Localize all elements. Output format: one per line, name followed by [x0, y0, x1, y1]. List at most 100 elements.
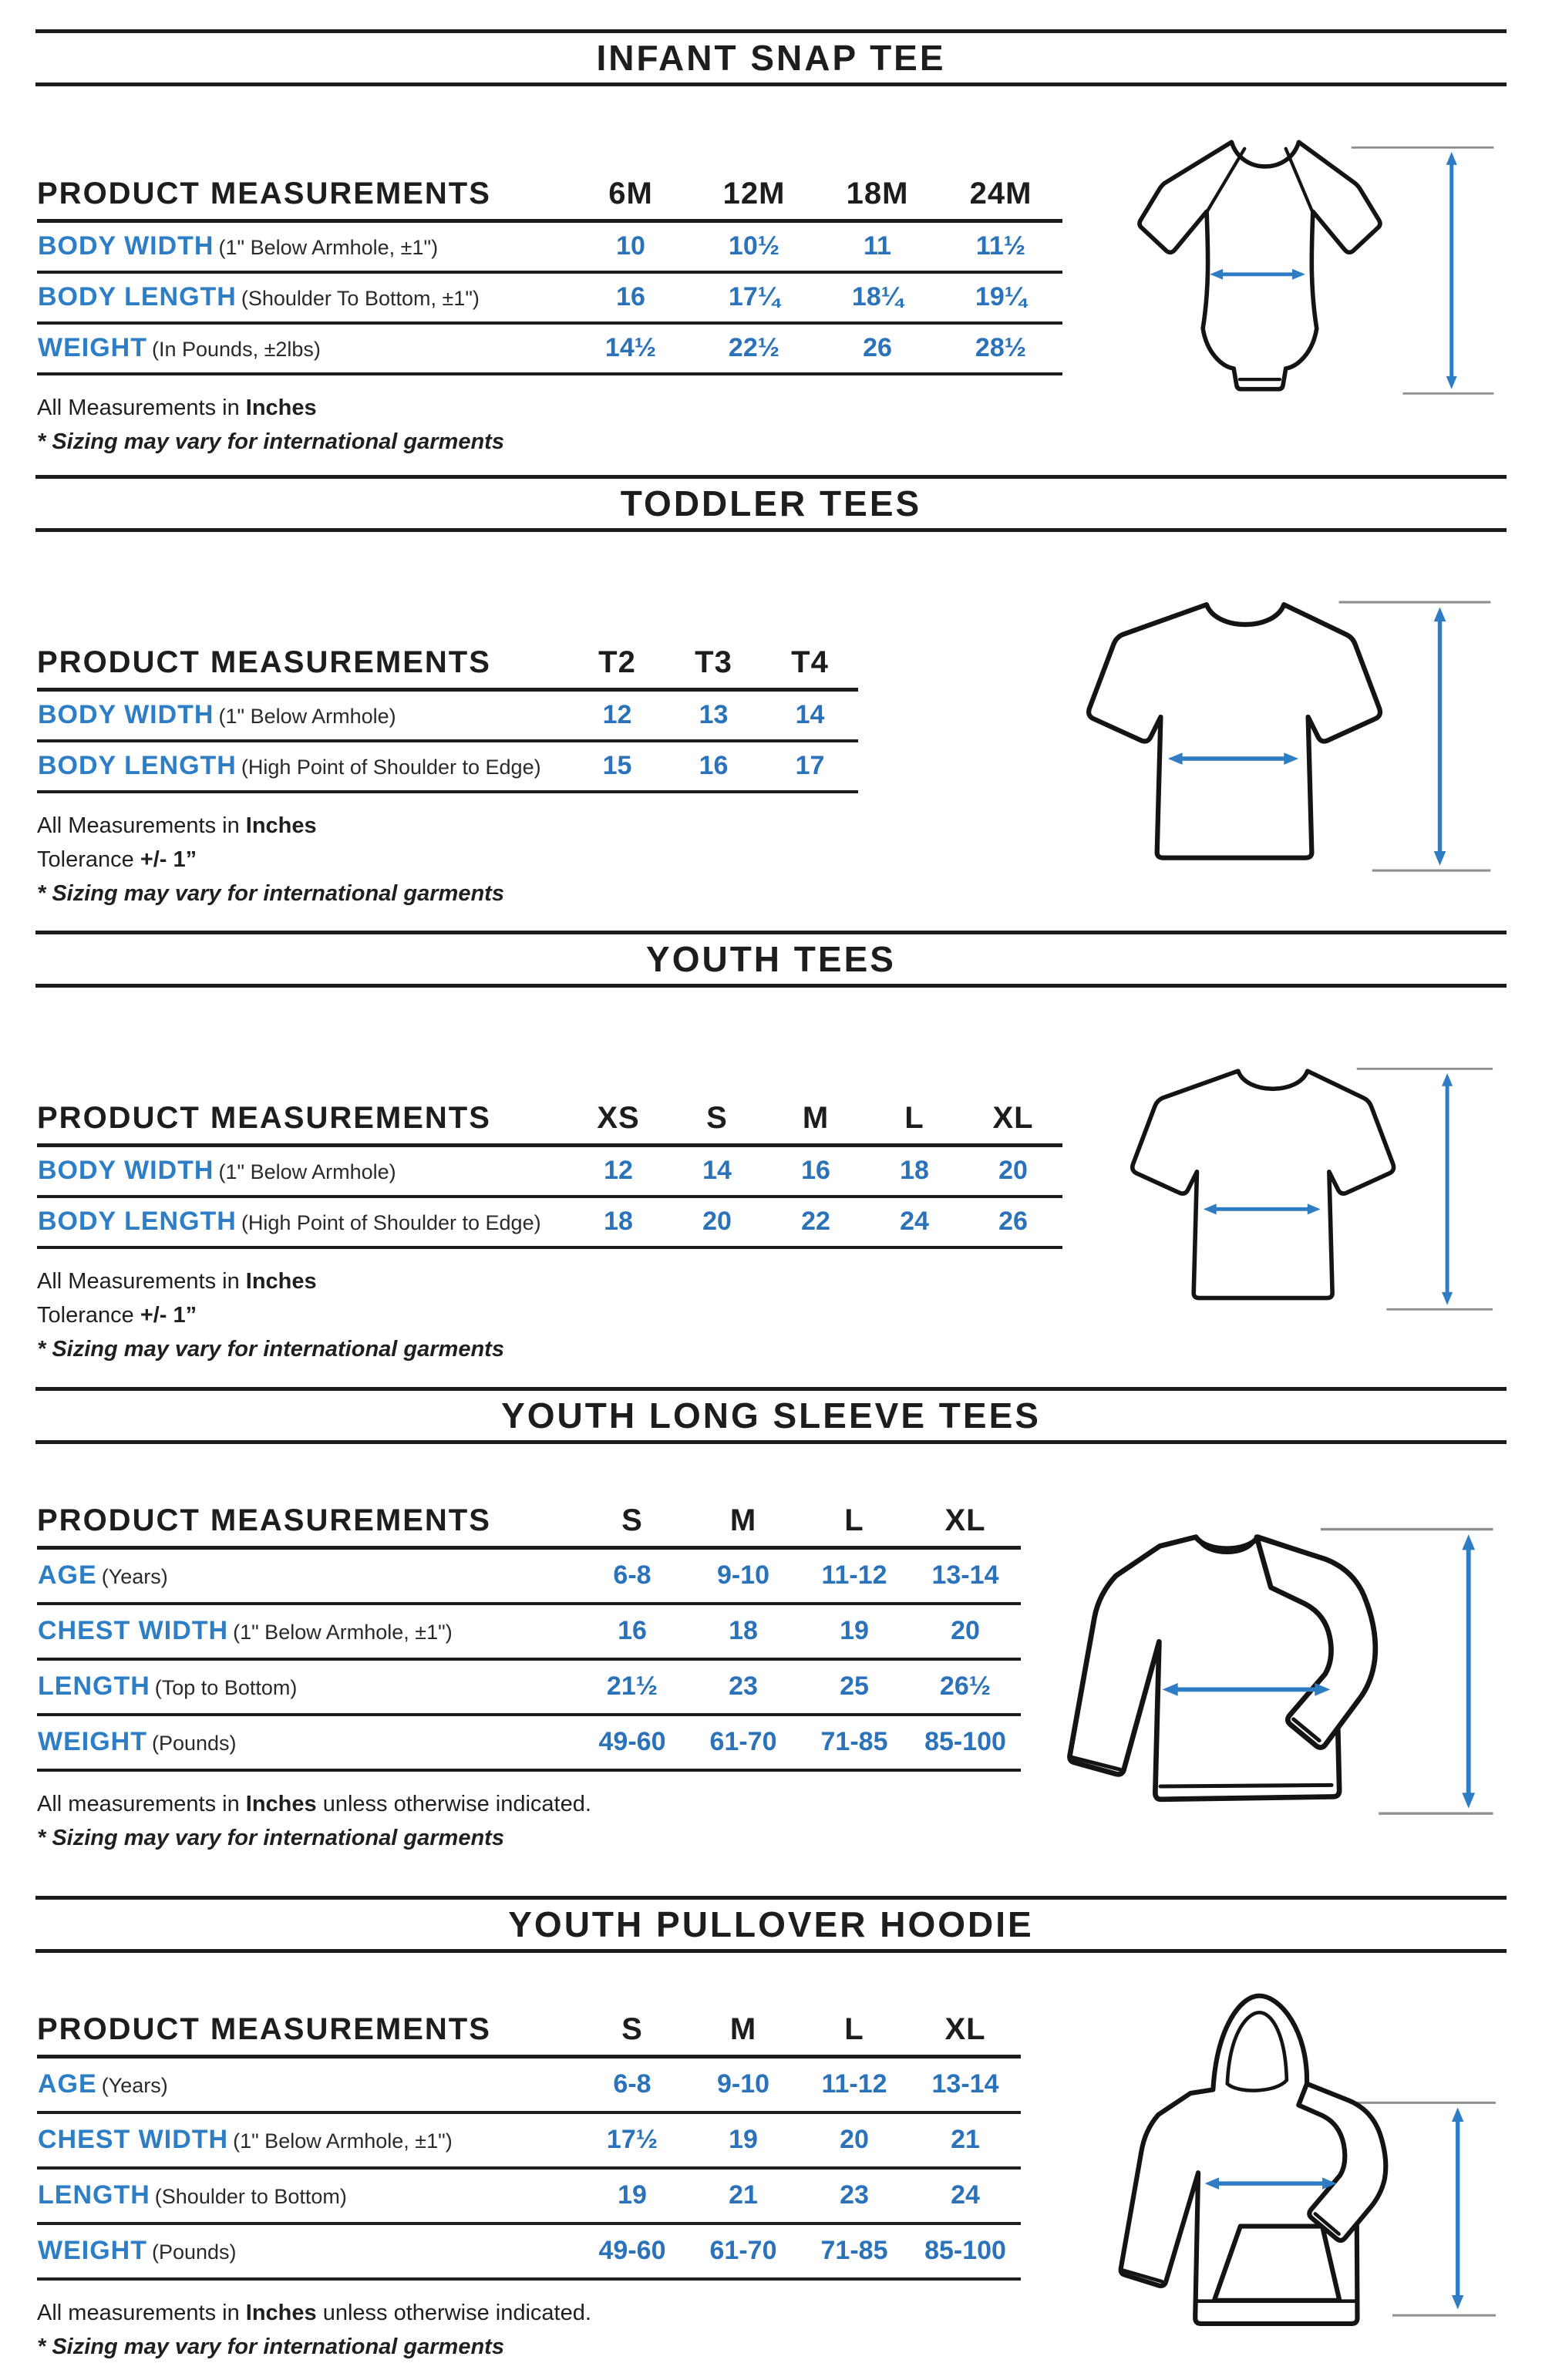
row-note: (1" Below Armhole, ±1") [233, 1621, 453, 1644]
column-header-12M: 12M [692, 171, 816, 223]
measurement-value: 24 [865, 1196, 964, 1249]
measurement-value: 71-85 [799, 2223, 910, 2281]
column-header-S: S [577, 2007, 688, 2059]
measurement-value: 12 [569, 689, 665, 742]
column-header-M: M [688, 1498, 799, 1550]
measurements-table: PRODUCT MEASUREMENTS T2 T3 T4 BODY WIDTH (1… [37, 640, 858, 793]
notes: All measurements in Inches unless otherw… [37, 1792, 1021, 1850]
measurement-value: 20 [799, 2112, 910, 2170]
measurement-value: 9-10 [688, 2056, 799, 2114]
title-rule-top [35, 1896, 1507, 1900]
measurement-value: 16 [577, 1603, 688, 1661]
measurement-value: 16 [569, 271, 692, 325]
title-rule-bottom [35, 984, 1507, 988]
measurement-row: CHEST WIDTH (1" Below Armhole, ±1") 17½ 19 2… [37, 2112, 1021, 2170]
row-note: (High Point of Shoulder to Edge) [241, 1211, 541, 1234]
row-label-cell: WEIGHT (Pounds) [37, 1714, 577, 1772]
note-line: * Sizing may vary for international garm… [37, 429, 1062, 454]
row-label: AGE [38, 2069, 97, 2099]
section-content: PRODUCT MEASUREMENTS T2 T3 T4 BODY WIDTH (1… [0, 532, 1542, 915]
notes: All measurements in Inches unless otherw… [37, 2301, 1021, 2359]
column-header-L: L [799, 1498, 910, 1550]
note-line: Tolerance +/- 1” [37, 847, 858, 872]
measurement-value: 17 [762, 740, 858, 793]
measurement-value: 11-12 [799, 1547, 910, 1605]
row-label: AGE [38, 1560, 97, 1591]
row-label: BODY WIDTH [38, 700, 214, 730]
note-text: Inches [245, 395, 317, 420]
row-label-cell: AGE (Years) [37, 1547, 577, 1605]
measurements-table: PRODUCT MEASUREMENTS XS S M L XL BODY WIDTH(… [37, 1096, 1062, 1249]
title-rule-top [35, 475, 1507, 479]
measurement-row: LENGTH (Top to Bottom) 21½ 23 25 26½ [37, 1658, 1021, 1716]
measurement-value: 85-100 [910, 1714, 1021, 1772]
measurement-value: 71-85 [799, 1714, 910, 1772]
row-label: BODY LENGTH [38, 282, 237, 311]
measurement-value: 61-70 [688, 1714, 799, 1772]
measurement-value: 15 [569, 740, 665, 793]
measurement-value: 17¼ [692, 271, 816, 325]
note-line: All Measurements in Inches [37, 1269, 1062, 1294]
table-header-row: PRODUCT MEASUREMENTS T2 T3 T4 [37, 640, 858, 692]
measurements-table: PRODUCT MEASUREMENTS 6M 12M 18M 24M BODY WI… [37, 171, 1062, 375]
title-rule-bottom [35, 1949, 1507, 1953]
notes: All Measurements in Inches * Sizing may v… [37, 396, 1062, 454]
measurement-value: 22½ [692, 322, 816, 375]
measurement-row: WEIGHT (Pounds) 49-60 61-70 71-85 85-100 [37, 1714, 1021, 1772]
garment-illustration [1021, 1953, 1511, 2343]
measurements-table: PRODUCT MEASUREMENTS S M L XL AGE (Years) 6-8… [37, 1498, 1021, 1772]
note-text: * Sizing may vary for international garm… [37, 880, 504, 906]
note-text: All Measurements in [37, 813, 246, 838]
row-note: (1" Below Armhole) [218, 705, 396, 729]
row-label-cell: LENGTH (Shoulder to Bottom) [37, 2167, 577, 2225]
note-line: * Sizing may vary for international garm… [37, 881, 858, 906]
row-note: (1" Below Armhole) [218, 1160, 396, 1184]
measurement-value: 28½ [939, 322, 1062, 375]
measurement-value: 16 [665, 740, 762, 793]
row-label: LENGTH [38, 1671, 150, 1701]
measurement-row: AGE (Years) 6-8 9-10 11-12 13-14 [37, 1547, 1021, 1605]
measurement-value: 6-8 [577, 1547, 688, 1605]
row-label: BODY WIDTH [38, 231, 214, 261]
row-label-cell: WEIGHT (In Pounds, ±2lbs) [37, 322, 569, 375]
measurement-value: 21½ [577, 1658, 688, 1716]
measurement-value: 13-14 [910, 1547, 1021, 1605]
measurement-value: 19¼ [939, 271, 1062, 325]
note-line: All Measurements in Inches [37, 813, 858, 838]
measurements-table: PRODUCT MEASUREMENTS S M L XL AGE (Years) 6-8… [37, 2007, 1021, 2281]
column-header-T4: T4 [762, 640, 858, 692]
table-header-label: PRODUCT MEASUREMENTS [37, 171, 569, 223]
column-header-S: S [668, 1096, 766, 1147]
tee-outline-illustration [1064, 574, 1511, 900]
table-header-label: PRODUCT MEASUREMENTS [37, 1096, 569, 1147]
long-sleeve-tee-outline-illustration [1033, 1492, 1511, 1840]
measurement-value: 19 [577, 2167, 688, 2225]
table-and-notes: PRODUCT MEASUREMENTS XS S M L XL BODY WIDTH(… [37, 988, 1062, 1371]
note-text: unless otherwise indicated. [316, 2300, 591, 2325]
measurement-value: 19 [799, 1603, 910, 1661]
note-line: All measurements in Inches unless otherw… [37, 2301, 1021, 2325]
title-rule-bottom [35, 528, 1507, 532]
measurement-row: WEIGHT (Pounds) 49-60 61-70 71-85 85-100 [37, 2223, 1021, 2281]
measurement-value: 21 [910, 2112, 1021, 2170]
note-text: unless otherwise indicated. [316, 1791, 591, 1816]
column-header-T2: T2 [569, 640, 665, 692]
garment-illustration [1062, 988, 1511, 1336]
note-text: * Sizing may vary for international garm… [37, 1336, 504, 1362]
table-header-row: PRODUCT MEASUREMENTS 6M 12M 18M 24M [37, 171, 1062, 223]
measurement-value: 20 [910, 1603, 1021, 1661]
garment-illustration [858, 532, 1511, 900]
measurement-value: 26½ [910, 1658, 1021, 1716]
section-youth-tees: YOUTH TEES PRODUCT MEASUREMENTS XS S M L XL … [0, 931, 1542, 1371]
measurement-value: 26 [816, 322, 939, 375]
measurement-value: 61-70 [688, 2223, 799, 2281]
row-label-cell: LENGTH (Top to Bottom) [37, 1658, 577, 1716]
row-label: LENGTH [38, 2180, 150, 2210]
row-label: BODY LENGTH [38, 1207, 237, 1236]
row-label: WEIGHT [38, 1727, 147, 1756]
column-header-XS: XS [569, 1096, 668, 1147]
measurement-value: 26 [964, 1196, 1062, 1249]
note-text: Inches [245, 1791, 317, 1816]
measurement-value: 18¼ [816, 271, 939, 325]
table-and-notes: PRODUCT MEASUREMENTS S M L XL AGE (Years) 6-8… [37, 1444, 1021, 1860]
